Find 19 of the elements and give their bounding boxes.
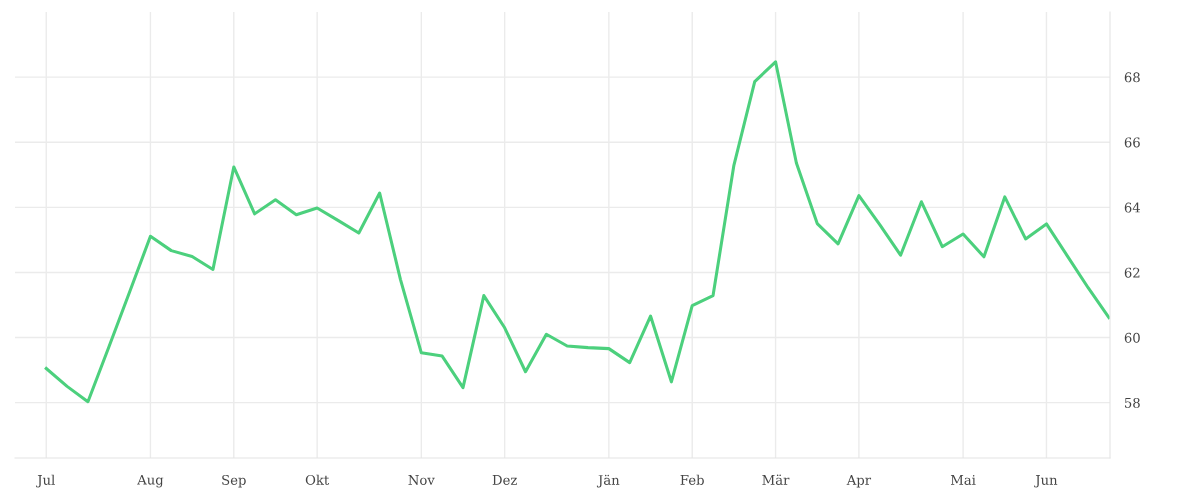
x-tick-label: Jän [596,474,620,488]
line-series [44,60,1110,404]
y-tick-label: 62 [1124,267,1140,278]
x-tick-label: Aug [137,474,164,488]
x-tick-label: Jun [1034,475,1058,488]
y-tick-label: 68 [1124,72,1140,83]
x-tick-label: Feb [680,474,704,485]
x-tick-label: Sep [222,474,246,488]
y-tick-label: 66 [1124,137,1140,148]
x-tick-label: Jul [36,474,55,488]
x-tick-label: Nov [408,475,435,485]
x-tick-label: Mai [950,474,976,485]
x-tick-label: Mär [762,474,790,485]
x-tick-label: Okt [305,474,330,485]
x-tick-label: Dez [492,475,517,485]
y-tick-label: 64 [1124,202,1141,213]
x-tick-label: Apr [846,475,872,488]
y-tick-label: 60 [1124,332,1140,343]
y-tick-label: 58 [1125,397,1140,408]
